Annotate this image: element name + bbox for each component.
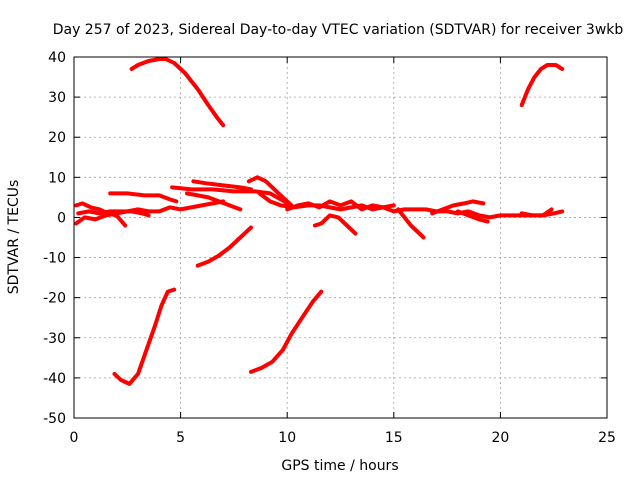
series-arc-20	[519, 207, 554, 218]
y-tick-label: -30	[43, 331, 66, 347]
series-arc-11	[185, 191, 243, 212]
x-tick-label: 10	[278, 430, 296, 446]
y-tick-label: 0	[57, 210, 66, 226]
plot-series	[74, 57, 565, 386]
y-tick-label: 20	[48, 130, 66, 146]
series-arc-19	[455, 209, 490, 224]
y-tick-label: -10	[43, 251, 66, 267]
series-arc-12	[191, 179, 253, 192]
y-tick-label: -40	[43, 371, 66, 387]
chart-title: Day 257 of 2023, Sidereal Day-to-day VTE…	[53, 22, 624, 38]
series-arc-8	[76, 209, 151, 218]
y-tick-label: -50	[43, 411, 66, 427]
x-tick-label: 0	[70, 430, 79, 446]
x-axis-label: GPS time / hours	[281, 458, 398, 474]
y-tick-label: 40	[48, 50, 66, 66]
y-axis-label: SDTVAR / TECUs	[6, 180, 22, 295]
series-arc-16	[312, 213, 358, 236]
plot-frame	[73, 56, 608, 419]
series-arc-18	[430, 199, 486, 216]
series-arc-4	[249, 289, 324, 374]
y-tick-label: -20	[43, 291, 66, 307]
series-arc-13	[246, 175, 294, 208]
grid	[74, 57, 607, 418]
series-arc-1	[129, 57, 226, 128]
x-tick-label: 20	[491, 430, 509, 446]
series-arc-9	[108, 191, 179, 204]
series-arc-10	[170, 185, 294, 208]
x-tick-label: 25	[598, 430, 616, 446]
y-tick-label: 30	[48, 90, 66, 106]
x-tick-label: 15	[385, 430, 403, 446]
series-arc-17	[396, 207, 426, 240]
series-arc-2	[519, 63, 565, 108]
y-tick-label: 10	[48, 170, 66, 186]
series-arc-15	[285, 199, 396, 212]
series-arc-7	[74, 199, 226, 226]
x-tick-label: 5	[176, 430, 185, 446]
series-arc-3	[112, 287, 177, 386]
series-arc-5	[195, 225, 253, 268]
axis-ticks: -50 -40 -30 -20 -10 0 10 20 30 40 0 5 10 15 20 25	[43, 50, 616, 446]
